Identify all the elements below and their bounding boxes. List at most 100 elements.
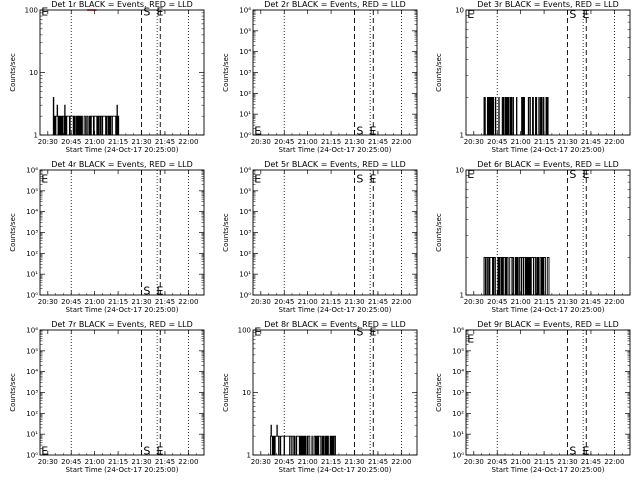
marker-e: E [583, 445, 590, 458]
y-tick-label: 10⁶ [26, 167, 38, 175]
y-axis-label: Counts/sec [222, 213, 230, 252]
x-tick-label: 21:00 [298, 458, 318, 466]
y-axis-label: Counts/sec [9, 213, 17, 252]
marker-e: E [157, 285, 164, 298]
series-histogram [483, 256, 550, 296]
series-histogram [270, 424, 336, 456]
plot-title: Det 3r BLACK = Events, RED = LLD [477, 0, 619, 9]
plot-title: Det 1r BLACK = Events, RED = LLD [51, 0, 193, 9]
x-tick-label: 21:15 [321, 458, 341, 466]
x-axis-label: Start Time (24-Oct-17 20:25:00) [66, 306, 179, 314]
y-axis-label: Counts/sec [222, 53, 230, 92]
x-tick-label: 21:15 [534, 458, 554, 466]
y-tick-label: 10⁵ [26, 187, 38, 195]
x-tick-label: 21:30 [557, 138, 577, 146]
plot-title: Det 2r BLACK = Events, RED = LLD [264, 0, 406, 9]
plot-panel-1: Det 1r BLACK = Events, RED = LLD 20:30 20:… [9, 0, 205, 154]
x-tick-label: 20:30 [464, 138, 484, 146]
y-tick-label: 10 [455, 167, 464, 175]
plot-panel-9: Det 9r BLACK = Events, RED = LLD 20:30 20:… [435, 320, 631, 474]
x-tick-label: 21:15 [534, 138, 554, 146]
plot-title: Det 6r BLACK = Events, RED = LLD [477, 160, 619, 169]
y-tick-label: 100 [238, 327, 251, 335]
y-tick-label: 10¹ [26, 431, 38, 439]
x-tick-label: 21:00 [298, 298, 318, 306]
x-tick-label: 21:45 [368, 138, 388, 146]
plot-title: Det 9r BLACK = Events, RED = LLD [477, 320, 619, 329]
y-tick-label: 10 [455, 7, 464, 15]
x-tick-label: 21:45 [581, 298, 601, 306]
y-tick-label: 10¹ [452, 431, 464, 439]
x-tick-label: 21:15 [108, 138, 128, 146]
x-tick-label: 20:30 [251, 458, 271, 466]
x-tick-label: 21:00 [511, 458, 531, 466]
plot-frame [252, 169, 418, 296]
x-tick-label: 22:00 [604, 138, 624, 146]
x-tick-label: 21:00 [511, 138, 531, 146]
x-tick-label: 20:45 [274, 298, 294, 306]
y-axis-label: Counts/sec [222, 373, 230, 412]
y-tick-label: 10² [26, 250, 38, 258]
y-tick-label: 10⁴ [239, 208, 251, 216]
x-tick-label: 22:00 [178, 298, 198, 306]
y-tick-label: 10⁴ [239, 48, 251, 56]
x-axis-label: Start Time (24-Oct-17 20:25:00) [279, 306, 392, 314]
marker-s: S [356, 172, 363, 185]
plot-panel-5: Det 5r BLACK = Events, RED = LLD 20:30 20:… [222, 160, 418, 314]
x-tick-label: 20:45 [274, 138, 294, 146]
marker-e: E [41, 445, 48, 458]
plot-panel-7: Det 7r BLACK = Events, RED = LLD 20:30 20:… [9, 320, 205, 474]
marker-e: E [157, 5, 164, 18]
marker-s: S [356, 125, 363, 138]
plot-title: Det 8r BLACK = Events, RED = LLD [264, 320, 406, 329]
y-tick-label: 1 [460, 132, 464, 140]
marker-e: E [157, 445, 164, 458]
plot-title: Det 4r BLACK = Events, RED = LLD [51, 160, 193, 169]
x-tick-label: 21:45 [368, 298, 388, 306]
y-tick-label: 10² [452, 410, 464, 418]
x-tick-label: 21:30 [131, 298, 151, 306]
y-tick-label: 10⁵ [26, 347, 38, 355]
y-axis-label: Counts/sec [435, 53, 443, 92]
marker-e: E [370, 172, 377, 185]
marker-s: S [143, 5, 150, 18]
x-tick-label: 21:45 [155, 138, 175, 146]
y-tick-label: 10⁴ [452, 368, 464, 376]
plot-frame [39, 329, 205, 456]
y-tick-label: 100 [25, 7, 38, 15]
marker-e: E [41, 5, 48, 18]
y-tick-label: 10⁶ [26, 327, 38, 335]
marker-e: E [467, 332, 474, 345]
x-tick-label: 20:30 [38, 138, 58, 146]
y-axis-label: Counts/sec [435, 213, 443, 252]
x-tick-label: 22:00 [178, 138, 198, 146]
marker-e: E [41, 172, 48, 185]
x-tick-label: 20:30 [38, 298, 58, 306]
y-tick-label: 10⁰ [452, 452, 464, 460]
y-tick-label: 10¹ [239, 271, 251, 279]
y-tick-label: 10⁰ [26, 452, 38, 460]
marker-s: S [569, 8, 576, 21]
x-tick-label: 21:00 [85, 458, 105, 466]
x-tick-label: 21:30 [557, 458, 577, 466]
y-tick-label: 1 [460, 292, 464, 300]
x-tick-label: 20:30 [464, 298, 484, 306]
series-histogram [483, 96, 549, 136]
y-tick-label: 1 [34, 132, 38, 140]
x-tick-label: 21:00 [511, 298, 531, 306]
y-tick-label: 10⁶ [239, 167, 251, 175]
y-tick-label: 10¹ [239, 111, 251, 119]
x-tick-label: 21:45 [155, 298, 175, 306]
x-tick-label: 20:45 [274, 458, 294, 466]
plot-frame [252, 9, 418, 136]
plot-panel-4: Det 4r BLACK = Events, RED = LLD 20:30 20:… [9, 160, 205, 314]
x-axis-label: Start Time (24-Oct-17 20:25:00) [66, 466, 179, 474]
x-tick-label: 22:00 [391, 138, 411, 146]
plot-frame [39, 169, 205, 296]
x-tick-label: 20:30 [251, 298, 271, 306]
y-tick-label: 10² [239, 90, 251, 98]
x-tick-label: 21:15 [534, 298, 554, 306]
x-tick-label: 20:45 [61, 298, 81, 306]
y-tick-label: 10¹ [26, 271, 38, 279]
